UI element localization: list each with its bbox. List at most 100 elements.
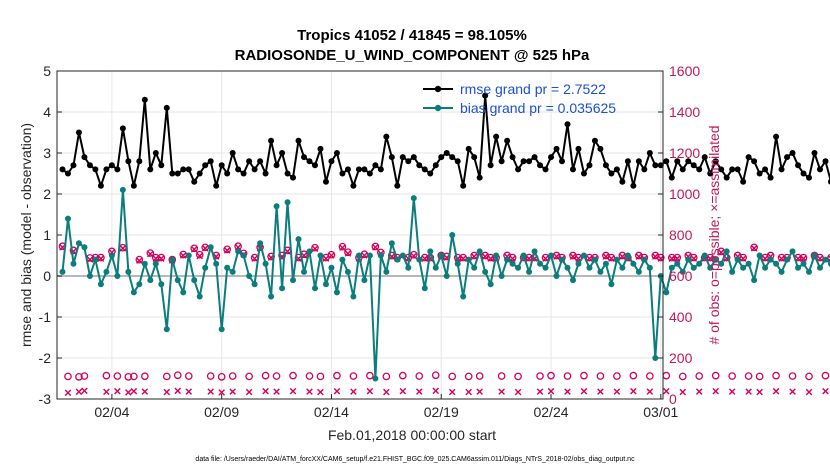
bias-point — [388, 240, 395, 247]
legend-bias-label: bias grand pr = 0.035625 — [460, 100, 616, 116]
rmse-point — [70, 162, 77, 169]
rmse-point — [773, 133, 780, 140]
bias-point — [185, 252, 192, 259]
obs-assimilated-point — [190, 246, 198, 253]
rmse-point — [163, 104, 170, 111]
obs-possible-point — [827, 253, 830, 262]
bias-point — [827, 260, 830, 267]
rmse-point — [641, 166, 648, 173]
y-tick-label-right: 1600 — [669, 63, 700, 79]
obs-assimilated-point — [487, 255, 494, 262]
obs-assimilated-point — [251, 255, 258, 262]
bias-point — [311, 285, 318, 292]
obs-possible-point — [497, 372, 506, 380]
bias-point — [246, 273, 253, 279]
obs-possible-point — [305, 372, 314, 380]
x-tick-label: 03/01 — [643, 404, 678, 420]
bias-point — [487, 281, 494, 288]
bias-point — [635, 268, 642, 275]
rmse-point — [564, 121, 571, 128]
obs-possible-point — [80, 372, 89, 380]
obs-assimilated-point — [174, 387, 182, 395]
obs-possible-point — [547, 371, 555, 380]
obs-assimilated-point — [816, 255, 824, 262]
obs-possible-point — [173, 371, 182, 380]
bias-point — [196, 293, 203, 300]
bias-point — [597, 268, 604, 275]
y-tick-label-right: 600 — [669, 268, 693, 284]
obs-assimilated-point — [185, 388, 193, 395]
rmse-point — [498, 158, 505, 165]
rmse-point — [224, 170, 231, 177]
bias-point — [158, 281, 165, 288]
bias-point — [273, 203, 280, 210]
bias-point — [262, 260, 269, 267]
obs-possible-point — [184, 372, 193, 380]
bias-point — [537, 260, 544, 267]
rmse-point — [816, 166, 823, 173]
obs-possible-point — [344, 248, 352, 257]
rmse-point — [784, 154, 791, 161]
rmse-point — [103, 166, 110, 173]
bias-point — [707, 264, 714, 271]
obs-assimilated-point — [383, 388, 390, 396]
rmse-point — [438, 154, 445, 161]
obs-possible-point — [190, 244, 199, 253]
obs-assimilated-point — [630, 387, 637, 395]
rmse-point — [624, 158, 631, 165]
bias-point — [778, 268, 785, 275]
obs-possible-point — [563, 372, 572, 380]
rmse-point — [81, 154, 88, 161]
rmse-point — [740, 178, 747, 185]
y-tick-label-left: 2 — [43, 186, 51, 202]
obs-possible-point — [97, 253, 105, 262]
obs-possible-point — [278, 251, 286, 260]
rmse-point — [355, 166, 362, 173]
obs-assimilated-point — [470, 253, 478, 260]
rmse-point — [174, 170, 181, 177]
rmse-point — [273, 162, 280, 169]
obs-possible-point — [695, 372, 704, 380]
bias-point — [328, 264, 335, 271]
obs-assimilated-point — [668, 255, 676, 262]
obs-assimilated-point — [350, 388, 357, 395]
bias-point — [723, 248, 730, 255]
rmse-point — [344, 166, 351, 173]
rmse-point — [509, 154, 516, 161]
obs-possible-point — [311, 243, 319, 252]
obs-assimilated-point — [306, 388, 313, 395]
bias-point — [202, 264, 209, 271]
obs-possible-point — [113, 372, 122, 380]
obs-assimilated-point — [690, 255, 698, 262]
obs-possible-point — [475, 372, 484, 380]
bias-point — [427, 248, 434, 255]
y-tick-label-right: 800 — [669, 227, 693, 243]
obs-possible-point — [146, 249, 155, 257]
rmse-point — [229, 150, 236, 156]
rmse-point — [580, 170, 587, 177]
rmse-point — [449, 154, 456, 161]
obs-possible-point — [541, 253, 550, 262]
rmse-point — [806, 174, 813, 181]
obs-assimilated-point — [580, 387, 588, 395]
rmse-point — [202, 162, 209, 169]
rmse-point — [361, 166, 368, 173]
rmse-point — [246, 158, 253, 165]
obs-possible-point — [667, 253, 676, 262]
rmse-point — [136, 158, 143, 165]
rmse-point — [734, 166, 741, 173]
rmse-point — [421, 166, 428, 173]
bias-point — [103, 268, 110, 275]
rmse-point — [630, 182, 637, 189]
obs-assimilated-point — [415, 388, 423, 395]
rmse-point — [125, 158, 132, 165]
rmse-point — [268, 137, 275, 144]
obs-possible-point — [201, 243, 210, 252]
obs-assimilated-point — [103, 388, 110, 396]
obs-possible-point — [607, 253, 616, 262]
obs-assimilated-point — [646, 388, 654, 395]
obs-possible-point — [272, 372, 281, 380]
rmse-point — [751, 158, 758, 165]
obs-assimilated-point — [619, 253, 626, 260]
obs-assimilated-point — [789, 388, 796, 395]
